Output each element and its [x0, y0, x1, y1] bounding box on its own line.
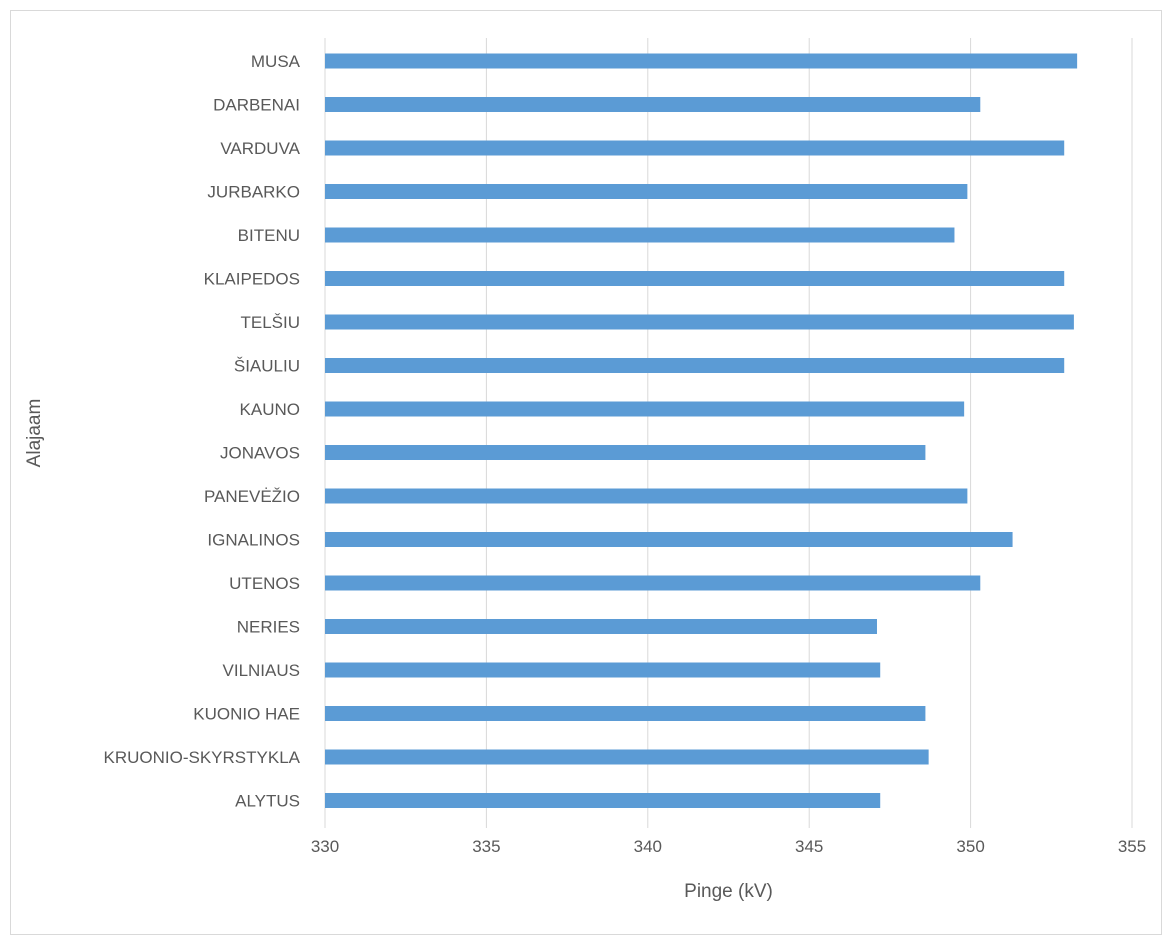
bar	[325, 532, 1013, 547]
category-label: JONAVOS	[220, 444, 300, 463]
x-tick-label: 350	[956, 837, 984, 856]
x-axis-title: Pinge (kV)	[684, 881, 773, 902]
category-label: DARBENAI	[213, 96, 300, 115]
category-label: KLAIPEDOS	[204, 270, 300, 289]
chart-frame	[10, 10, 1162, 935]
bar	[325, 401, 965, 417]
y-axis-title: Alajaam	[24, 399, 45, 468]
bar	[325, 488, 968, 504]
category-label: UTENOS	[229, 574, 300, 593]
bar	[325, 97, 981, 112]
bar	[325, 271, 1065, 286]
category-label: KUONIO HAE	[193, 705, 300, 724]
bar	[325, 184, 968, 199]
bar	[325, 445, 926, 460]
x-tick-label: 340	[634, 837, 662, 856]
category-label: TELŠIU	[240, 313, 300, 332]
bar	[325, 140, 1065, 156]
x-tick-label: 335	[472, 837, 500, 856]
bar	[325, 706, 926, 721]
category-label: BITENU	[238, 226, 300, 245]
category-labels: MUSA DARBENAI VARDUVA JURBARKO BITENU KLAIPED…	[104, 52, 301, 811]
x-tick-label: 355	[1118, 837, 1146, 856]
category-label: ŠIAULIU	[234, 357, 300, 376]
category-label: KRUONIO-SKYRSTYKLA	[104, 748, 301, 767]
bar	[325, 358, 1065, 373]
bar	[325, 793, 881, 808]
bar	[325, 749, 929, 765]
category-label: VILNIAUS	[223, 661, 300, 680]
bars	[325, 53, 1078, 808]
x-tick-label: 330	[311, 837, 339, 856]
x-tick-label: 345	[795, 837, 823, 856]
category-label: MUSA	[251, 52, 301, 71]
bar	[325, 662, 881, 678]
category-label: VARDUVA	[220, 139, 300, 158]
category-label: IGNALINOS	[207, 531, 300, 550]
category-label: PANEVĖŽIO	[204, 487, 300, 506]
bar	[325, 53, 1078, 69]
x-tick-labels: 330 335 340 345 350 355	[311, 837, 1146, 856]
category-label: KAUNO	[240, 400, 300, 419]
bar	[325, 227, 955, 243]
category-label: JURBARKO	[207, 183, 300, 202]
gridlines	[324, 38, 1133, 828]
bar	[325, 619, 877, 634]
bar	[325, 575, 981, 591]
category-label: ALYTUS	[235, 792, 300, 811]
category-label: NERIES	[237, 618, 300, 637]
bar	[325, 314, 1074, 330]
